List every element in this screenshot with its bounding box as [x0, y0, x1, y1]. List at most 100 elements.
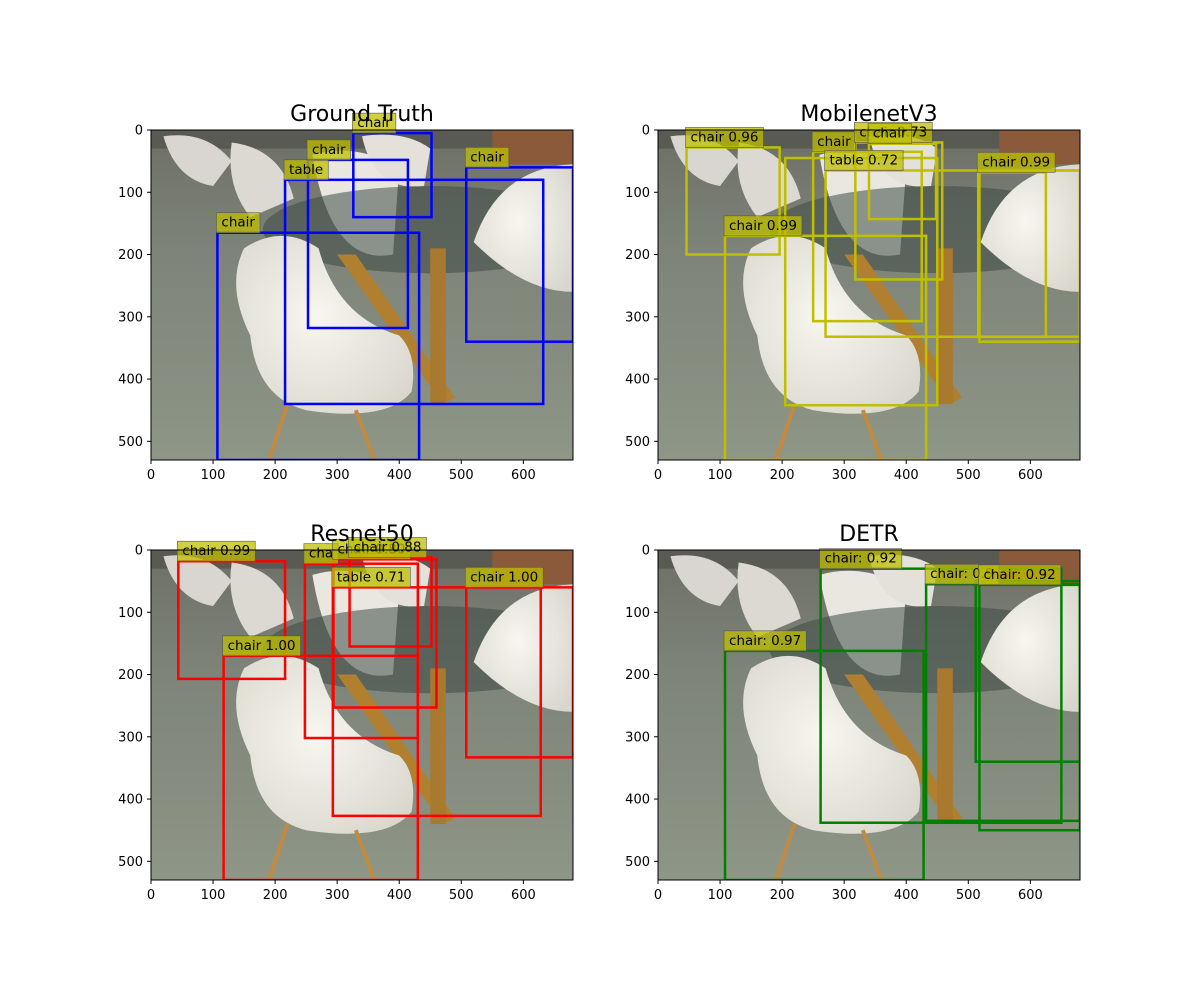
- table-leg: [430, 248, 446, 404]
- chair-leg: [267, 823, 290, 880]
- box-label-bg: [306, 139, 351, 161]
- subplot-resnet50: chair 0.99 chair 1.00 chair 1.00 cha chair 0…: [118, 522, 574, 903]
- x-tick-label: 600: [1018, 888, 1043, 903]
- box-label-text: chair: [817, 134, 851, 150]
- axes-frame: [657, 129, 1081, 461]
- y-tick-label: 0: [642, 124, 650, 139]
- x-tick-label: 100: [708, 888, 733, 903]
- box-label-text: chair: 0.9: [930, 566, 994, 582]
- box-label: chair 0.99: [976, 152, 1056, 173]
- table-leg: [937, 248, 953, 404]
- box-label-bg: [352, 112, 397, 134]
- x-tick-label: 400: [387, 468, 412, 483]
- box-label-bg: [348, 537, 427, 558]
- x-tick-label: 400: [387, 888, 412, 903]
- box-label-text: chair: 0.97: [729, 633, 801, 649]
- table-leg: [937, 668, 953, 824]
- chair-leg: [353, 829, 377, 880]
- box-label-bg: [824, 150, 904, 171]
- foreground-chair: [743, 235, 921, 414]
- box-label: chair: 0.92: [978, 564, 1061, 586]
- box-label-text: chair: 0.92: [983, 567, 1055, 583]
- x-tick-label: 0: [147, 468, 155, 483]
- box-label-bg: [976, 152, 1056, 173]
- box-label-text: table 0.72: [830, 152, 899, 168]
- bounding-box: [216, 231, 421, 460]
- box-label-bg: [177, 540, 256, 562]
- x-tick-label: 0: [654, 468, 662, 483]
- box-label: chair: [216, 212, 261, 234]
- foreground-chair: [743, 655, 921, 834]
- background-chair: [163, 135, 232, 187]
- box-label-text: chair: [470, 149, 504, 165]
- y-tick-label: 300: [625, 310, 650, 325]
- x-tick-label: 200: [263, 468, 288, 483]
- right-chair: [980, 164, 1080, 292]
- y-tick-label: 400: [118, 373, 143, 388]
- y-tick-label: 100: [118, 606, 143, 621]
- axes-frame: [150, 549, 574, 881]
- box-label: table 0.71: [331, 567, 411, 588]
- box-label: chair 0.88: [348, 537, 427, 558]
- chair-leg: [353, 409, 377, 460]
- box-label-bg: [283, 159, 329, 181]
- box-label: chair 1.00: [464, 567, 544, 588]
- axes-frame: [150, 129, 574, 461]
- y-tick-label: 400: [625, 373, 650, 388]
- box-label-text: chair: [312, 142, 346, 158]
- photo-background: [151, 550, 573, 880]
- box-label: chair: [811, 131, 857, 153]
- box-label: chair: [306, 139, 351, 161]
- box-label-bg: [216, 212, 261, 234]
- x-tick-label: 600: [511, 468, 536, 483]
- box-label-text: chair 0.88: [354, 539, 422, 555]
- box-label: table: [283, 159, 329, 181]
- box-label-text: chair: [221, 215, 255, 231]
- box-label: chair: 0.97: [723, 630, 807, 652]
- background-chair: [230, 142, 294, 218]
- box-label-bg: [331, 567, 411, 588]
- chair-leg: [774, 823, 797, 880]
- y-tick-label: 400: [625, 793, 650, 808]
- y-tick-label: 100: [625, 186, 650, 201]
- bounding-box: [222, 654, 420, 880]
- box-label-bg: [723, 630, 807, 652]
- background-chair: [230, 562, 294, 638]
- x-tick-label: 600: [1018, 468, 1043, 483]
- y-tick-label: 300: [118, 730, 143, 745]
- table-leg: [430, 668, 446, 824]
- table-leg: [337, 674, 456, 824]
- box-label: chair: [352, 112, 397, 134]
- bounding-box: [306, 158, 410, 330]
- box-label: chair 0.99: [177, 540, 256, 562]
- photo-background: [151, 130, 573, 460]
- x-tick-label: 200: [263, 888, 288, 903]
- box-label: chair 0.99: [723, 215, 803, 237]
- x-tick-label: 100: [201, 888, 226, 903]
- x-tick-label: 300: [325, 888, 350, 903]
- box-label-bg: [723, 215, 803, 237]
- y-tick-label: 100: [625, 606, 650, 621]
- right-chair: [473, 584, 573, 712]
- y-tick-label: 500: [625, 855, 650, 870]
- box-label-text: chair 0.99: [729, 218, 797, 234]
- box-label-text: table: [289, 162, 323, 178]
- box-label-text: chair 1.00: [470, 569, 538, 585]
- box-label-text: chair 0.99: [182, 543, 250, 559]
- chair-leg: [860, 409, 884, 460]
- box-label-bg: [685, 127, 764, 148]
- box-label-bg: [222, 635, 301, 657]
- background-chair: [163, 555, 232, 607]
- bounding-box: [303, 562, 420, 740]
- x-tick-label: 400: [894, 888, 919, 903]
- box-label: chair: 0.92: [819, 548, 903, 569]
- box-label: table 0.72: [824, 150, 904, 171]
- y-tick-label: 500: [118, 855, 143, 870]
- y-tick-label: 200: [625, 248, 650, 263]
- back-wall: [151, 130, 573, 149]
- bounding-box: [283, 178, 545, 406]
- right-chair: [980, 584, 1080, 712]
- box-label-text: chair: [357, 115, 391, 131]
- box-label-bg: [978, 564, 1061, 586]
